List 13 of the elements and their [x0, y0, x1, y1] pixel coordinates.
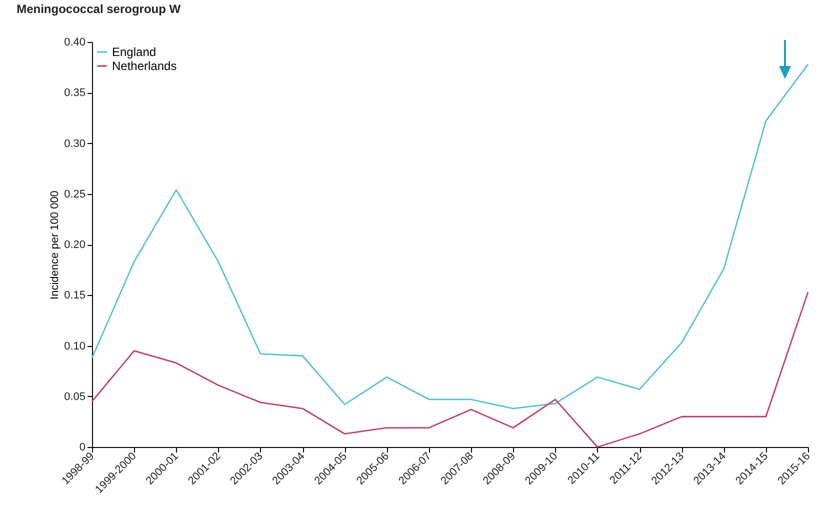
- y-tick-label: 0.05: [64, 390, 86, 403]
- y-tick-label: 0: [79, 442, 86, 454]
- y-tick-label: 0.25: [64, 188, 86, 200]
- y-tick-label: 0.15: [64, 290, 86, 302]
- y-tick-label: 0.35: [64, 87, 86, 100]
- y-tick-label: 0.30: [64, 138, 86, 150]
- legend-label: Netherlands: [112, 59, 177, 73]
- chart-title: Meningococcal serogroup W: [16, 2, 182, 16]
- y-axis-title: Incidence per 100 000: [49, 190, 62, 300]
- y-tick-label: 0.10: [64, 340, 86, 352]
- y-tick-label: 0.40: [64, 36, 86, 48]
- y-tick-label: 0.20: [64, 239, 86, 251]
- legend-label: England: [112, 45, 156, 59]
